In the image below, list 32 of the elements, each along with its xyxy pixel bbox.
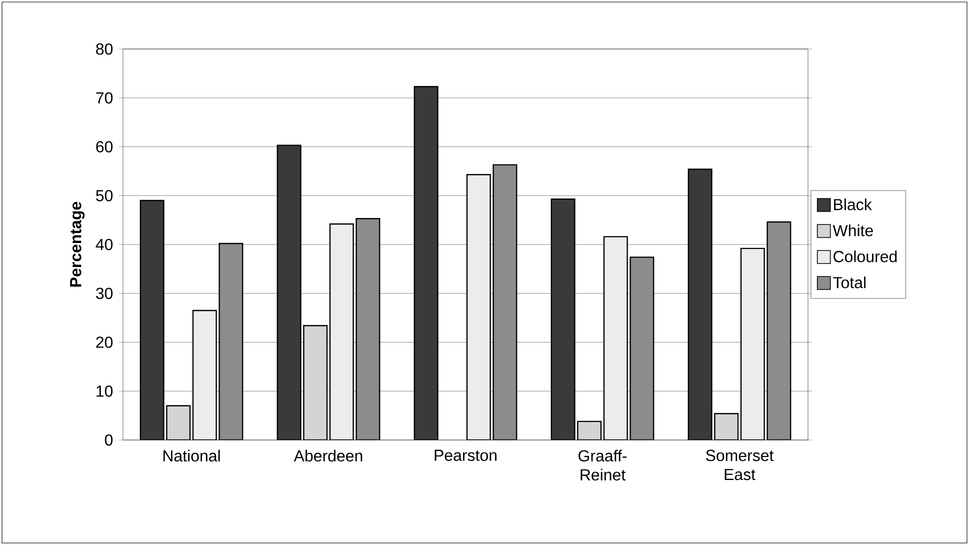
x-tick-label: Pearston [434,450,496,461]
bar [467,174,490,440]
bar [193,310,216,440]
legend-label: Total [833,276,866,288]
y-tick-label: 10 [96,385,113,397]
bar [330,224,354,440]
y-tick-label: 30 [96,288,113,300]
legend-label: Black [834,198,872,210]
x-tick-label: Somerset East [706,450,774,480]
bar [304,326,328,440]
bar [766,221,792,440]
bar [740,248,765,440]
bar [356,218,380,440]
y-axis-title: Percentage [70,202,85,287]
bar [714,413,739,440]
y-tick-label: 0 [104,434,113,446]
y-tick-label: 20 [96,336,113,348]
legend-label: White [832,224,873,236]
x-tick-label: Graaff-Reinet [578,450,627,481]
y-tick-label: 50 [96,190,113,202]
bar [219,244,243,440]
bar [493,164,517,440]
y-tick-label: 40 [96,238,113,250]
x-tick-label: National [163,450,220,462]
x-tick-label: Aberdeen [294,450,362,462]
bar [604,236,628,440]
legend-label: Coloured [834,250,897,262]
y-tick-label: 70 [96,92,113,104]
y-tick-label: 60 [96,141,113,152]
bar [166,406,190,440]
bar [630,257,654,440]
y-tick-label: 80 [96,43,113,55]
